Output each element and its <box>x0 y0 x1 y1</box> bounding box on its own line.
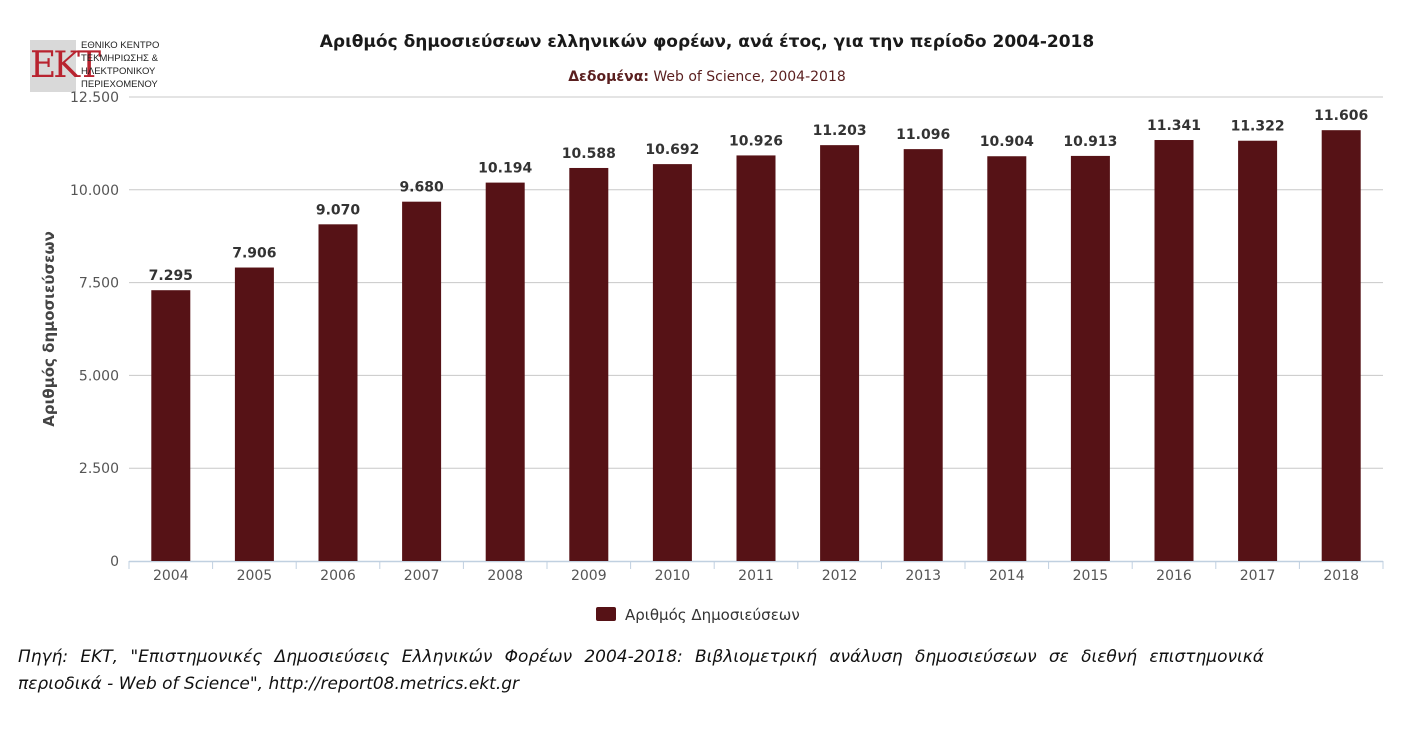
x-tick-label: 2006 <box>320 568 356 584</box>
bar <box>736 155 776 561</box>
bar <box>485 182 525 561</box>
y-tick-label: 7.500 <box>79 276 119 292</box>
data-label: 10.913 <box>1063 134 1117 150</box>
legend-label: Αριθμός Δημοσιεύσεων <box>625 606 800 624</box>
x-tick-label: 2017 <box>1240 568 1276 584</box>
x-tick-label: 2010 <box>655 568 691 584</box>
y-axis-title: Αριθμός δημοσιεύσεων <box>40 231 58 427</box>
bar <box>1321 130 1361 561</box>
y-tick-label: 2.500 <box>79 461 119 477</box>
x-tick-label: 2007 <box>404 568 440 584</box>
logo-text-line: ΠΕΡΙΕΧΟΜΕΝΟΥ <box>81 79 158 90</box>
logo-text-line: ΕΘΝΙΚΟ ΚΕΝΤΡΟ <box>81 40 160 51</box>
x-tick-label: 2012 <box>822 568 858 584</box>
bar <box>569 167 609 561</box>
x-tick-label: 2018 <box>1323 568 1359 584</box>
data-label: 7.295 <box>149 268 193 284</box>
bar <box>151 290 191 561</box>
bar <box>1070 155 1110 562</box>
data-label: 11.322 <box>1231 119 1285 135</box>
subtitle-label: Δεδομένα: <box>568 69 649 85</box>
data-label: 9.680 <box>399 180 444 196</box>
x-tick-label: 2014 <box>989 568 1025 584</box>
logo-text-line: ΗΛΕΚΤΡΟΝΙΚΟΥ <box>81 66 156 77</box>
chart-subtitle: Δεδομένα: Web of Science, 2004-2018 <box>0 69 1414 85</box>
chart-title: Αριθμός δημοσιεύσεων ελληνικών φορέων, α… <box>319 32 1095 52</box>
bar <box>234 267 274 561</box>
bar <box>903 149 943 561</box>
x-tick-label: 2008 <box>487 568 523 584</box>
legend-swatch <box>596 607 616 621</box>
data-label: 10.692 <box>645 142 699 158</box>
data-label: 11.203 <box>813 123 867 139</box>
bar <box>652 164 692 561</box>
bar <box>987 156 1027 561</box>
bar-chart: 0 2.500 5.000 7.500 10.000 12.500 7.295 2004 7.9… <box>40 90 1384 584</box>
x-tick-label: 2009 <box>571 568 607 584</box>
y-tick-label: 10.000 <box>70 183 119 199</box>
x-tick-label: 2013 <box>905 568 941 584</box>
bar <box>1238 140 1278 561</box>
logo-text-line: ΤΕΚΜΗΡΙΩΣΗΣ & <box>81 53 158 64</box>
x-tick-label: 2011 <box>738 568 774 584</box>
x-tick-label: 2004 <box>153 568 189 584</box>
x-tick-label: 2005 <box>237 568 273 584</box>
data-label: 10.588 <box>562 146 616 162</box>
subtitle-text: Web of Science, 2004-2018 <box>648 69 846 85</box>
y-tick-label: 0 <box>110 554 119 570</box>
x-tick-label: 2016 <box>1156 568 1192 584</box>
y-tick-label: 5.000 <box>79 368 119 384</box>
bar <box>402 201 442 561</box>
x-tick-label: 2015 <box>1073 568 1109 584</box>
source-note: Πηγή: ΕΚΤ, "Επιστημονικές Δημοσιεύσεις Ε… <box>18 647 1264 694</box>
bar <box>318 224 358 561</box>
bar <box>1154 140 1194 561</box>
data-label: 11.341 <box>1147 118 1201 134</box>
data-label: 7.906 <box>232 246 276 262</box>
bar <box>820 145 860 561</box>
ekt-logo: EKT ΕΘΝΙΚΟ ΚΕΝΤΡΟ ΤΕΚΜΗΡΙΩΣΗΣ & ΗΛΕΚΤΡΟΝ… <box>30 40 180 94</box>
data-label: 10.904 <box>980 134 1034 150</box>
data-label: 9.070 <box>316 202 361 218</box>
y-tick-label: 12.500 <box>70 90 119 106</box>
data-label: 11.096 <box>896 127 950 143</box>
data-label: 10.926 <box>729 133 783 149</box>
data-label: 11.606 <box>1314 108 1368 124</box>
data-label: 10.194 <box>478 161 532 177</box>
